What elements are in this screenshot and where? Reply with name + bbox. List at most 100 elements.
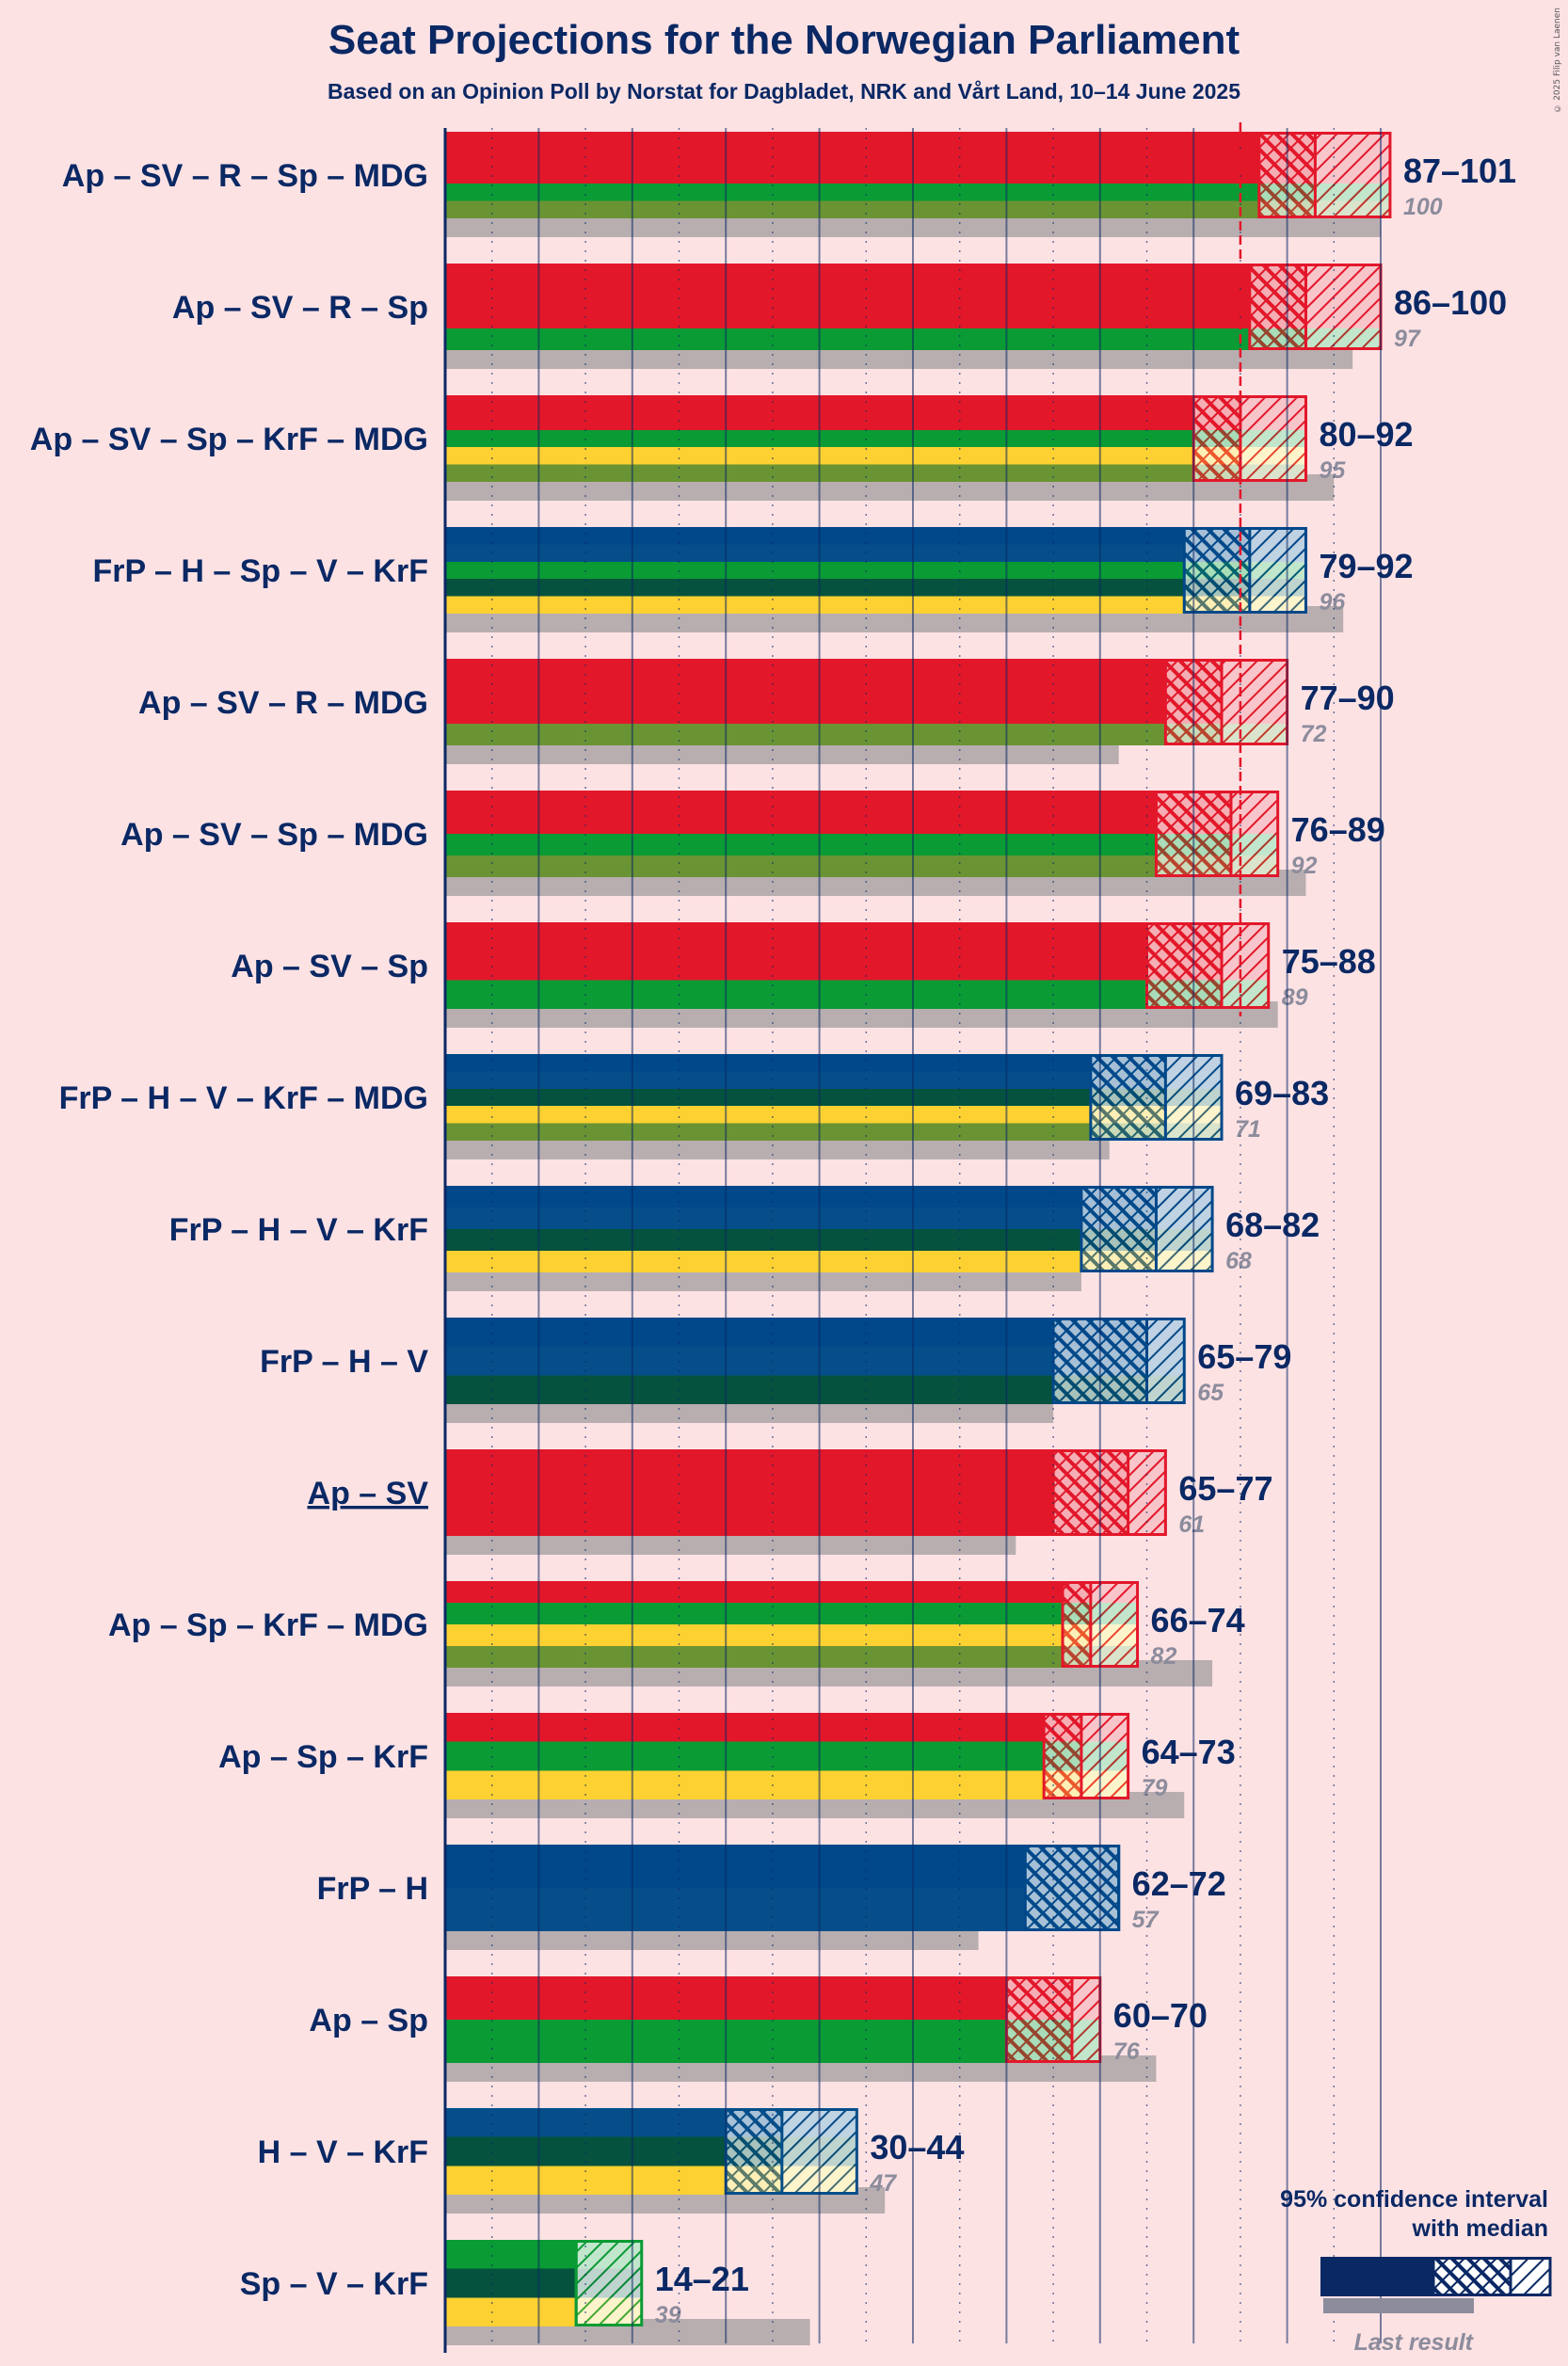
ci-upper-tint: [1156, 1186, 1213, 1272]
coalition-row: Ap – SV – R – MDG 77–90 72: [138, 659, 1395, 764]
ci-range-label: 77–90: [1301, 679, 1395, 717]
ci-range-label: 86–100: [1394, 283, 1507, 322]
confidence-bar-solid: [445, 264, 1250, 350]
coalition-row: Ap – SV – Sp – MDG 76–89 92: [120, 791, 1385, 896]
last-result-label: 65: [1197, 1380, 1224, 1406]
legend-last-swatch: [1323, 2298, 1474, 2313]
coalition-row: Ap – SV – R – Sp 86–100 97: [172, 264, 1507, 369]
last-result-label: 97: [1394, 326, 1421, 352]
chart-subtitle: Based on an Opinion Poll by Norstat for …: [327, 79, 1241, 104]
coalition-label: FrP – H – V: [260, 1344, 428, 1380]
coalition-label: Ap – SV – Sp: [231, 949, 428, 984]
ci-lower-tint: [1090, 1054, 1166, 1141]
last-result-label: 47: [869, 2170, 897, 2197]
ci-lower-tint: [1006, 1976, 1072, 2063]
legend-cross-swatch: [1433, 2257, 1511, 2296]
ci-lower-tint: [1044, 1713, 1081, 1799]
confidence-bar-solid: [445, 1318, 1054, 1404]
ci-upper-tint: [1080, 1713, 1128, 1799]
coalition-label: FrP – H – V – KrF – MDG: [59, 1080, 428, 1116]
coalition-label: Ap – SV: [308, 1476, 429, 1511]
confidence-bar-solid: [445, 1449, 1054, 1536]
coalition-label: Ap – SV – R – Sp: [172, 290, 428, 326]
confidence-bar-solid: [445, 1845, 1026, 1931]
ci-range-label: 76–89: [1291, 810, 1385, 849]
last-result-label: 72: [1301, 721, 1327, 747]
ci-range-label: 68–82: [1225, 1206, 1320, 1244]
ci-lower-tint: [726, 2108, 782, 2195]
coalition-label: H – V – KrF: [258, 2134, 428, 2170]
ci-range-label: 69–83: [1235, 1074, 1329, 1112]
ci-upper-tint: [1222, 659, 1288, 745]
ci-range-label: 62–72: [1132, 1864, 1226, 1903]
coalition-row: FrP – H – Sp – V – KrF 79–92 96: [92, 527, 1414, 632]
ci-outline: [1089, 1054, 1224, 1141]
legend-title-line1: 95% confidence interval: [1280, 2186, 1548, 2213]
coalition-row: Ap – SV – R – Sp – MDG 87–101 100: [62, 132, 1516, 237]
last-result-label: 76: [1113, 2038, 1141, 2065]
confidence-bar-solid: [445, 527, 1185, 614]
ci-range-label: 87–101: [1403, 152, 1516, 190]
ci-lower-tint: [1063, 1581, 1091, 1668]
coalition-row: FrP – H – V – KrF – MDG 69–83 71: [59, 1054, 1329, 1159]
chart-title: Seat Projections for the Norwegian Parli…: [328, 17, 1240, 63]
ci-range-label: 64–73: [1142, 1733, 1236, 1771]
confidence-bar-solid: [445, 791, 1157, 877]
last-result-label: 68: [1225, 1248, 1252, 1274]
ci-outline: [1257, 132, 1392, 218]
ci-lower-tint: [1025, 1845, 1119, 1931]
ci-lower-tint: [1184, 527, 1250, 614]
ci-lower-tint: [1193, 395, 1240, 482]
last-result-label: 96: [1319, 589, 1346, 615]
last-result-label: 79: [1142, 1775, 1168, 1801]
ci-lower-tint: [1080, 1186, 1157, 1272]
legend-ci-outline: [1432, 2257, 1552, 2296]
last-result-label: 71: [1235, 1116, 1261, 1143]
ci-upper-tint: [1090, 1581, 1138, 1668]
ci-range-label: 65–79: [1197, 1337, 1291, 1376]
ci-upper-tint: [1230, 791, 1278, 877]
ci-range-label: 79–92: [1319, 547, 1413, 585]
coalition-row: Ap – Sp – KrF – MDG 66–74 82: [108, 1581, 1245, 1687]
legend-solid-swatch: [1320, 2257, 1433, 2296]
ci-range-label: 60–70: [1113, 1996, 1208, 2035]
ci-lower-tint: [1146, 922, 1223, 1009]
coalition-label: FrP – H – Sp – V – KrF: [92, 553, 428, 589]
ci-upper-tint: [1222, 922, 1269, 1009]
coalition-row: Ap – Sp – KrF 64–73 79: [218, 1713, 1236, 1818]
ci-upper-tint: [1071, 1976, 1100, 2063]
coalition-label: Ap – SV – R – MDG: [138, 685, 428, 721]
ci-upper-tint: [1146, 1318, 1185, 1404]
confidence-bar-solid: [445, 659, 1166, 745]
coalition-label: Ap – Sp: [309, 2003, 428, 2038]
legend-last-label: Last result: [1354, 2329, 1475, 2356]
ci-upper-tint: [1249, 527, 1306, 614]
coalition-row: H – V – KrF 30–44 47: [258, 2108, 964, 2214]
confidence-bar-solid: [445, 922, 1147, 1009]
last-result-label: 39: [655, 2302, 681, 2328]
coalition-label: Ap – SV – R – Sp – MDG: [62, 158, 428, 194]
last-result-label: 95: [1319, 457, 1346, 484]
confidence-bar-solid: [445, 1054, 1091, 1141]
coalition-row: Sp – V – KrF 14–21 39: [240, 2240, 810, 2345]
ci-outline: [1182, 527, 1307, 614]
last-result-label: 89: [1282, 984, 1308, 1011]
coalition-label: Ap – Sp – KrF – MDG: [108, 1607, 428, 1643]
ci-range-label: 66–74: [1151, 1601, 1245, 1639]
ci-range-label: 30–44: [870, 2128, 964, 2166]
coalition-row: Ap – SV – Sp – KrF – MDG 80–92 95: [30, 395, 1414, 501]
ci-outline: [1154, 791, 1280, 877]
ci-lower-tint: [1053, 1449, 1128, 1536]
confidence-bar-solid: [445, 2240, 577, 2326]
last-result-label: 82: [1151, 1643, 1177, 1670]
last-result-label: 92: [1291, 853, 1318, 879]
ci-range-label: 14–21: [655, 2260, 749, 2298]
confidence-bar-solid: [445, 132, 1259, 218]
coalition-label: Ap – SV – Sp – MDG: [120, 817, 428, 853]
coalition-label: FrP – H – V – KrF: [169, 1212, 428, 1248]
coalition-label: FrP – H: [317, 1871, 428, 1907]
coalition-row: FrP – H – V 65–79 65: [260, 1318, 1291, 1423]
